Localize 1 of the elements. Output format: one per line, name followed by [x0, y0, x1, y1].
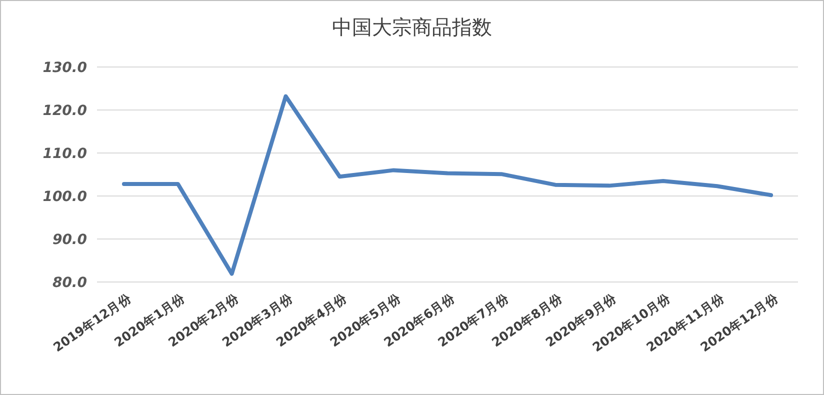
title: 中国大宗商品指数 [332, 15, 492, 39]
